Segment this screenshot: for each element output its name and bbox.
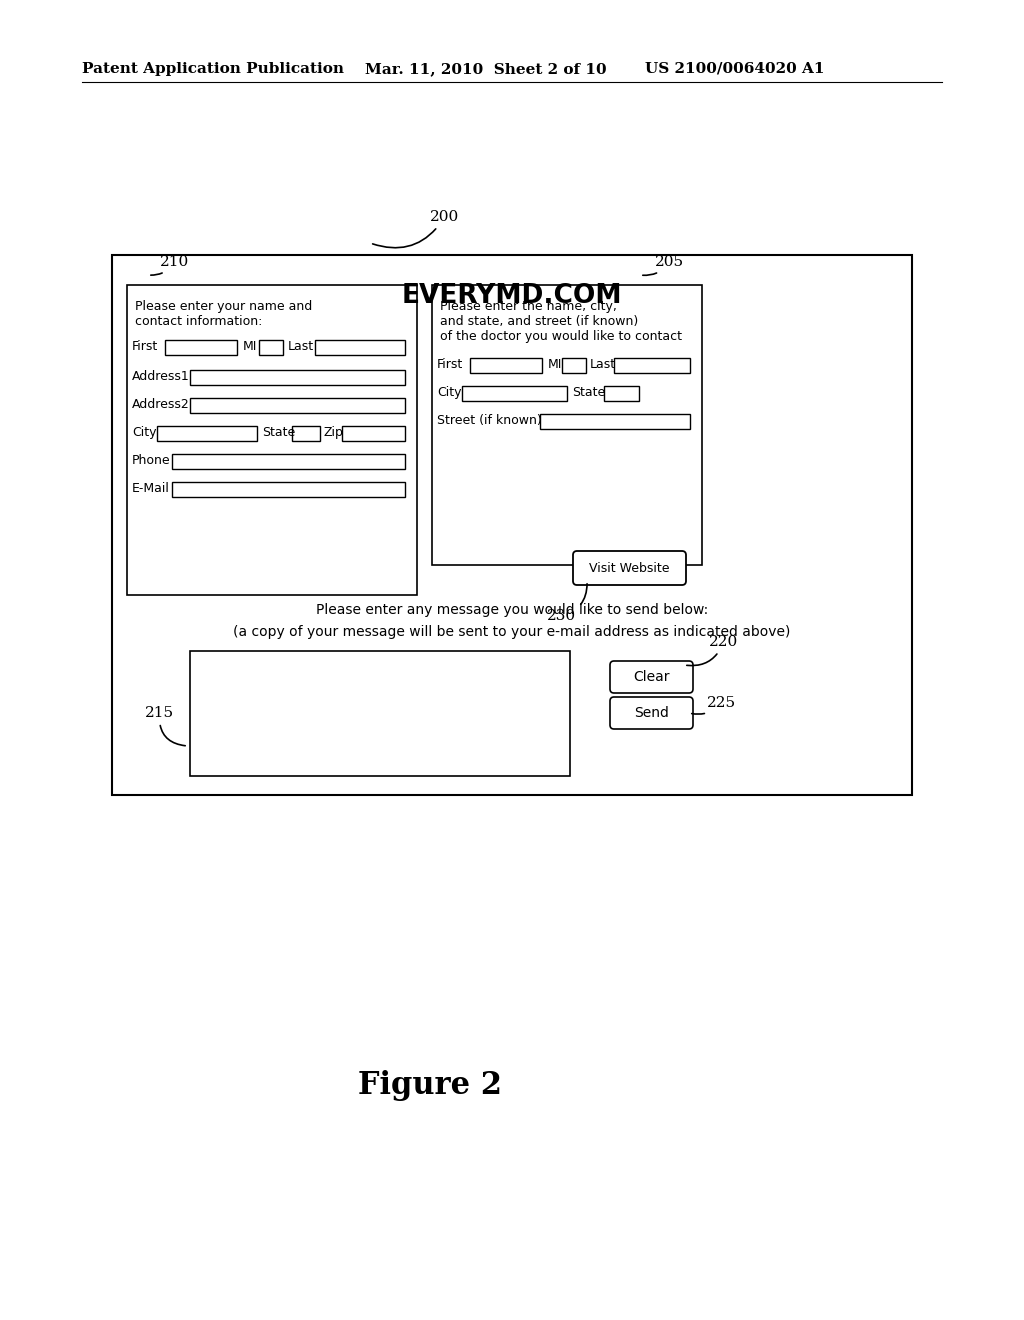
Text: 205: 205 (643, 255, 684, 276)
Text: City: City (132, 426, 157, 440)
Bar (540, 414, 690, 429)
Bar (172, 454, 406, 469)
Bar (604, 385, 639, 401)
Text: 215: 215 (145, 706, 185, 746)
Text: State: State (572, 385, 605, 399)
Bar (292, 426, 319, 441)
Text: City: City (437, 385, 462, 399)
FancyBboxPatch shape (610, 697, 693, 729)
Text: Patent Application Publication: Patent Application Publication (82, 62, 344, 77)
Text: US 2100/0064020 A1: US 2100/0064020 A1 (645, 62, 824, 77)
Bar (470, 358, 542, 374)
Text: Last: Last (590, 358, 616, 371)
Text: Please enter your name and: Please enter your name and (135, 300, 312, 313)
Bar (157, 426, 257, 441)
Bar (614, 358, 690, 374)
Text: Please enter any message you would like to send below:: Please enter any message you would like … (315, 603, 709, 616)
Text: First: First (132, 341, 159, 352)
Text: Address1: Address1 (132, 370, 189, 383)
Text: 210: 210 (151, 255, 189, 275)
Bar (190, 651, 570, 776)
Text: 200: 200 (373, 210, 459, 248)
Text: and state, and street (if known): and state, and street (if known) (440, 315, 638, 327)
Bar (165, 341, 237, 355)
Bar (342, 426, 406, 441)
Text: contact information:: contact information: (135, 315, 262, 327)
Bar (172, 482, 406, 498)
Text: Zip: Zip (324, 426, 344, 440)
Text: Mar. 11, 2010  Sheet 2 of 10: Mar. 11, 2010 Sheet 2 of 10 (365, 62, 606, 77)
Bar (190, 370, 406, 385)
FancyBboxPatch shape (610, 661, 693, 693)
Text: Clear: Clear (633, 671, 670, 684)
Bar (462, 385, 567, 401)
Text: State: State (262, 426, 295, 440)
Text: 230: 230 (547, 583, 587, 623)
Bar (190, 399, 406, 413)
Text: MI: MI (243, 341, 257, 352)
Text: Phone: Phone (132, 454, 171, 467)
Bar (259, 341, 283, 355)
Bar (315, 341, 406, 355)
Text: 225: 225 (692, 696, 736, 714)
Text: Send: Send (634, 706, 669, 719)
Text: E-Mail: E-Mail (132, 482, 170, 495)
Text: Visit Website: Visit Website (589, 561, 670, 574)
Text: Please enter the name, city,: Please enter the name, city, (440, 300, 616, 313)
Text: First: First (437, 358, 463, 371)
Text: Address2: Address2 (132, 399, 189, 411)
Text: Last: Last (288, 341, 314, 352)
Bar (562, 358, 586, 374)
Bar (127, 285, 417, 595)
Bar (112, 255, 912, 795)
FancyBboxPatch shape (573, 550, 686, 585)
Text: EVERYMD.COM: EVERYMD.COM (401, 282, 623, 309)
Bar (432, 285, 702, 565)
Text: MI: MI (548, 358, 562, 371)
Text: Street (if known): Street (if known) (437, 414, 542, 426)
Text: 220: 220 (687, 635, 738, 665)
Text: Figure 2: Figure 2 (358, 1071, 502, 1101)
Text: of the doctor you would like to contact: of the doctor you would like to contact (440, 330, 682, 343)
Text: (a copy of your message will be sent to your e-mail address as indicated above): (a copy of your message will be sent to … (233, 624, 791, 639)
